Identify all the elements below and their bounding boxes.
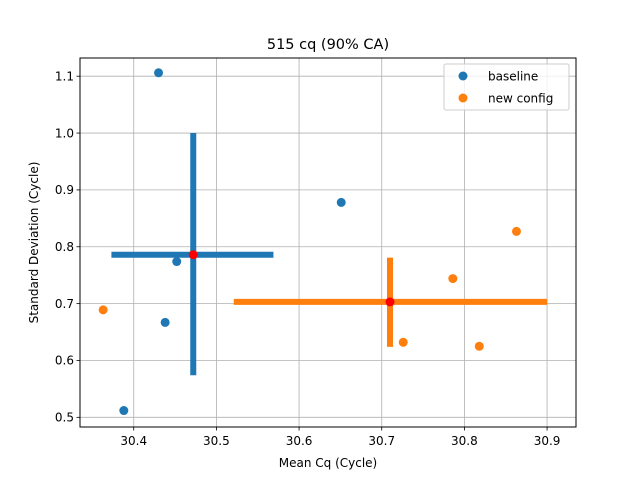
legend-label-baseline: baseline	[488, 69, 538, 83]
y-tick-label: 0.5	[55, 411, 74, 425]
point-new-config	[398, 337, 408, 347]
chart-title: 515 cq (90% CA)	[267, 37, 389, 53]
x-tick-label: 30.5	[203, 434, 230, 448]
y-tick-label: 0.8	[55, 240, 74, 254]
legend-marker-new-config	[458, 93, 468, 103]
point-new-config	[448, 274, 458, 284]
y-tick-label: 1.1	[55, 69, 74, 83]
y-tick-label: 0.6	[55, 354, 74, 368]
x-tick-label: 30.8	[451, 434, 478, 448]
y-axis-label: Standard Deviation (Cycle)	[27, 162, 41, 324]
center-markers	[188, 250, 395, 307]
data-points	[98, 68, 521, 416]
legend-box	[443, 63, 570, 111]
point-baseline	[160, 317, 170, 327]
point-baseline	[172, 257, 182, 267]
point-baseline	[154, 68, 164, 78]
plot-frame	[79, 57, 577, 428]
y-tick-label: 0.9	[55, 183, 74, 197]
x-tick-label: 30.7	[368, 434, 395, 448]
point-new-config	[98, 305, 108, 315]
legend-label-new-config: new config	[488, 91, 553, 105]
x-tick-label: 30.6	[286, 434, 313, 448]
point-new-config	[474, 341, 484, 351]
x-tick-label: 30.9	[534, 434, 561, 448]
point-baseline	[336, 197, 346, 207]
point-new-config	[511, 226, 521, 236]
legend-marker-baseline	[458, 71, 468, 81]
x-tick-label: 30.4	[120, 434, 147, 448]
axis-ticks: 30.4 30.5 30.6 30.7 30.8 30.9 0.5 0.6 0.7 0.8 0.9 1…	[55, 69, 561, 448]
center-marker-new-config	[385, 297, 395, 307]
x-axis-label: Mean Cq (Cycle)	[279, 456, 377, 470]
y-tick-label: 0.7	[55, 297, 74, 311]
legend: baseline new config	[443, 63, 570, 111]
y-tick-label: 1.0	[55, 126, 74, 140]
center-marker-baseline	[188, 250, 198, 260]
grid	[80, 58, 576, 427]
point-baseline	[119, 406, 129, 416]
